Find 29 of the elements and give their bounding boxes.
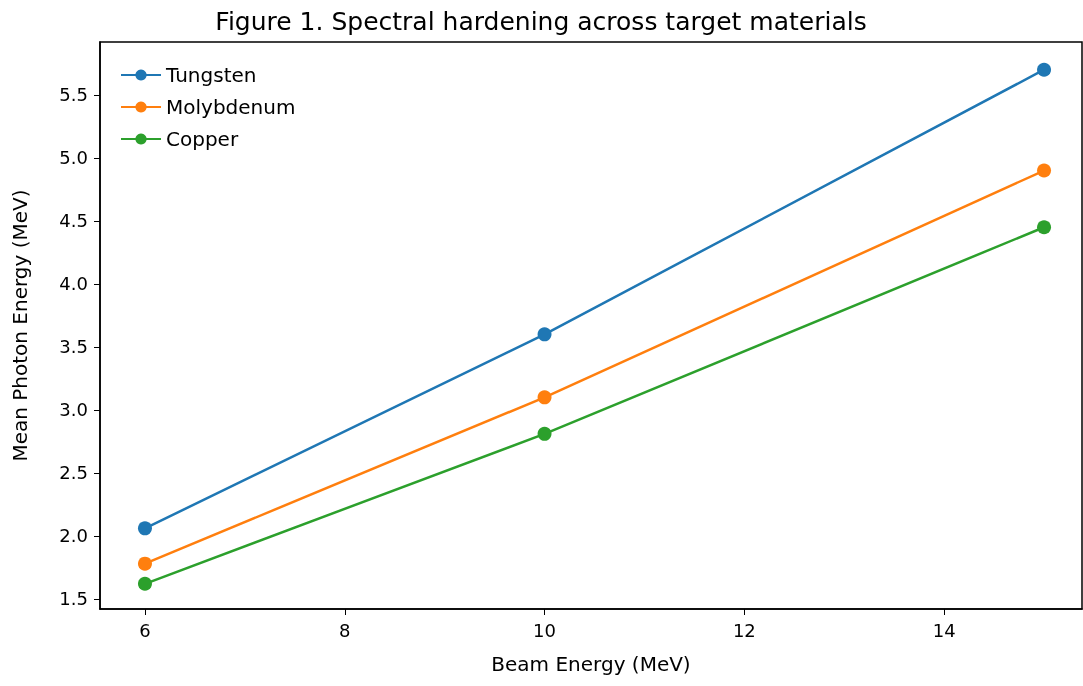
point [537,327,552,342]
x-tick-label: 6 [139,619,151,641]
point [537,426,552,441]
x-tick-label: 10 [533,619,556,641]
point [137,556,152,571]
y-axis-title: Mean Photon Energy (MeV) [8,189,32,462]
y-tick-label: 4.0 [59,273,88,295]
y-tick-label: 3.0 [59,399,88,421]
legend-label: Copper [166,127,239,151]
y-tick-label: 3.5 [59,336,88,358]
y-tick-label: 4.5 [59,210,88,232]
point [137,576,152,591]
y-tick-label: 5.0 [59,147,88,169]
point [137,521,152,536]
point [1037,62,1052,77]
x-tick-label: 14 [932,619,956,641]
chart-title: Figure 1. Spectral hardening across target materials [215,7,867,36]
legend-label: Molybdenum [166,95,296,119]
point [1037,163,1052,178]
x-tick-label: 8 [339,619,351,641]
y-tick-label: 1.5 [59,588,88,610]
x-axis-title: Beam Energy (MeV) [491,652,691,676]
point [1037,220,1052,235]
y-tick-label: 5.5 [59,84,88,106]
y-tick-label: 2.0 [59,525,88,547]
point [537,390,552,405]
x-tick-label: 12 [732,619,756,641]
y-tick-label: 2.5 [59,462,88,484]
legend-label: Tungsten [165,63,257,87]
